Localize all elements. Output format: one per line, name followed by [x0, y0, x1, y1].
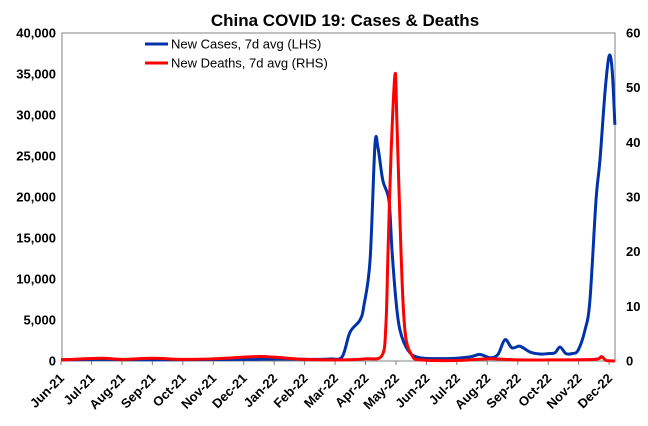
- legend-label-deaths: New Deaths, 7d avg (RHS): [171, 56, 328, 71]
- x-tick-label: Jun-21: [27, 371, 67, 411]
- y-left-tick-label: 10,000: [16, 272, 56, 287]
- legend: New Cases, 7d avg (LHS) New Deaths, 7d a…: [145, 37, 328, 71]
- y-left-tick-label: 20,000: [16, 190, 56, 205]
- y-right-tick-label: 20: [626, 244, 640, 259]
- y-right-tick-label: 50: [626, 80, 640, 95]
- y-left-tick-label: 30,000: [16, 108, 56, 123]
- y-left-tick-label: 35,000: [16, 67, 56, 82]
- x-tick-label: Jun-22: [392, 371, 432, 411]
- plot-area: [61, 32, 616, 362]
- y-left-tick-label: 0: [49, 354, 56, 369]
- y-axis-left: 0 5,000 10,000 15,000 20,000 25,000 30,000 35,0…: [16, 26, 56, 369]
- y-left-tick-label: 5,000: [23, 313, 56, 328]
- y-left-tick-label: 40,000: [16, 26, 56, 41]
- x-tick-label: Dec-22: [574, 371, 615, 412]
- y-right-tick-label: 0: [626, 354, 633, 369]
- y-axis-right: 0 10 20 30 40 50 60: [626, 26, 640, 369]
- series-line-deaths: [60, 71, 615, 363]
- x-tick-label: Sep-21: [118, 371, 159, 412]
- x-tick-label: Dec-21: [209, 371, 250, 412]
- series-lines: [60, 53, 617, 363]
- y-right-tick-label: 10: [626, 299, 640, 314]
- chart-title: China COVID 19: Cases & Deaths: [211, 11, 479, 30]
- y-right-tick-label: 60: [626, 26, 640, 41]
- x-axis: Jun-21Jul-21Aug-21Sep-21Oct-21Nov-21Dec-…: [27, 361, 615, 412]
- legend-label-cases: New Cases, 7d avg (LHS): [171, 37, 321, 52]
- y-left-tick-label: 15,000: [16, 231, 56, 246]
- y-right-tick-label: 40: [626, 135, 640, 150]
- y-left-tick-label: 25,000: [16, 149, 56, 164]
- y-right-tick-label: 30: [626, 190, 640, 205]
- x-tick-label: Sep-22: [483, 371, 524, 412]
- x-tick-label: Mar-22: [301, 371, 341, 411]
